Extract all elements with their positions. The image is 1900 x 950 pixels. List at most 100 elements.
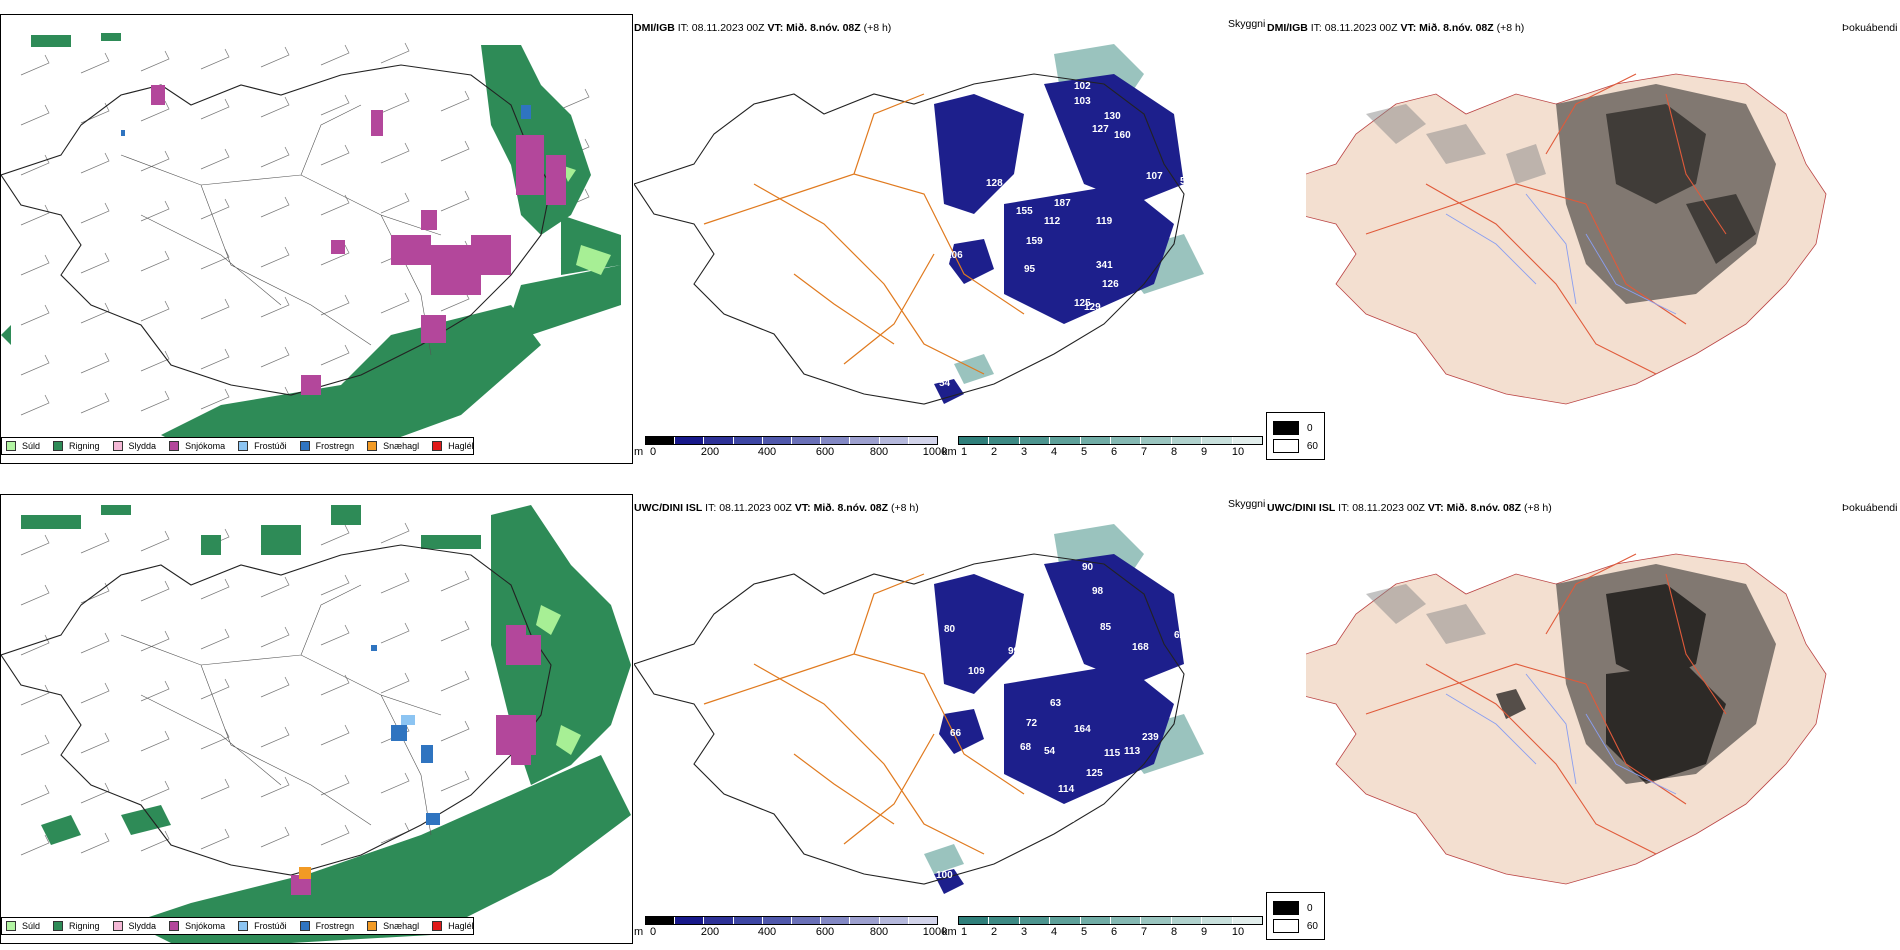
vis-label: 341 bbox=[1096, 260, 1113, 271]
vis-label: 53 bbox=[1064, 814, 1076, 825]
precip-legend-top: Súld Rigning Slydda Snjókoma Frostúði Fr… bbox=[1, 437, 474, 455]
vis-label: 107 bbox=[1146, 171, 1163, 182]
vis-label: 80 bbox=[944, 624, 956, 635]
vis-label: 126 bbox=[1102, 279, 1119, 290]
visibility-map-bottom[interactable]: 90 98 80 99 109 66 72 63 164 54 68 115 1… bbox=[634, 514, 1264, 914]
fog-title-top: Þokuábendi bbox=[1842, 22, 1898, 34]
fog-legend-top: 0 60 bbox=[1266, 412, 1325, 460]
precip-map-svg-bottom bbox=[1, 505, 631, 943]
legend-item-haglel: Haglél bbox=[432, 441, 474, 451]
precip-legend-bottom: Súld Rigning Slydda Snjókoma Frostúði Fr… bbox=[1, 917, 474, 935]
vis-label: 62 bbox=[1174, 630, 1186, 641]
vis-label: 157 bbox=[1044, 171, 1061, 182]
legend-item-sudld: Súld bbox=[6, 441, 40, 451]
visibility-title-bottom: Skyggni bbox=[1228, 498, 1266, 510]
legend-item-haglel: Haglél bbox=[432, 921, 474, 931]
vis-scale-m-ticks-top: 0 200 400 600 800 1000 bbox=[649, 446, 948, 458]
legend-item-frostudi: Frostúði bbox=[238, 441, 287, 451]
vis-scale-km-unit-bottom: km bbox=[942, 926, 957, 938]
legend-item-frostregn: Frostregn bbox=[299, 441, 354, 451]
vis-label: 50 bbox=[1184, 646, 1196, 657]
vis-scale-km-bar bbox=[958, 916, 1263, 925]
vis-coastline bbox=[634, 73, 1185, 405]
vis-label: 50 bbox=[1180, 148, 1192, 159]
vis-label: 100 bbox=[936, 870, 953, 881]
precip-map-top[interactable] bbox=[0, 14, 633, 464]
fog-map-top[interactable] bbox=[1306, 34, 1900, 424]
vis-scale-m-bar bbox=[645, 916, 938, 925]
vis-label: 155 bbox=[1016, 206, 1033, 217]
visibility-title-top: Skyggni bbox=[1228, 18, 1266, 30]
snow-areas bbox=[151, 85, 566, 395]
vis-label: 54 bbox=[939, 378, 951, 389]
vis-label: 125 bbox=[1086, 768, 1103, 779]
vis-label: 130 bbox=[1104, 111, 1121, 122]
vis-scale-m-bar bbox=[645, 436, 938, 445]
vis-label: 159 bbox=[1026, 236, 1043, 247]
fog-map-svg-bottom bbox=[1306, 553, 1827, 885]
visibility-map-top[interactable]: 102 103 130 127 160 134 176 128 157 187 … bbox=[634, 34, 1264, 434]
vis-scale-km-top bbox=[958, 436, 1263, 445]
fog-legend-bottom: 0 60 bbox=[1266, 892, 1325, 940]
legend-item-slydda: Slydda bbox=[112, 921, 156, 931]
visibility-header-top: DMI/IGB IT: 08.11.2023 00Z VT: Mið. 8.nó… bbox=[634, 22, 892, 34]
vis-label: 72 bbox=[1026, 718, 1038, 729]
vis-scale-km-bottom bbox=[958, 916, 1263, 925]
roads bbox=[120, 104, 442, 356]
vis-label: 95 bbox=[1024, 264, 1036, 275]
vis-label: 134 bbox=[1044, 134, 1061, 145]
visibility-map-svg-bottom: 90 98 80 99 109 66 72 63 164 54 68 115 1… bbox=[634, 524, 1206, 894]
fog-header-bottom: UWC/DINI ISL IT: 08.11.2023 00Z VT: Mið.… bbox=[1267, 502, 1552, 514]
precip-map-svg-top bbox=[1, 33, 621, 455]
fog-map-bottom[interactable] bbox=[1306, 514, 1900, 904]
vis-scale-m-ticks-bottom: 0 200 400 600 800 1000 bbox=[649, 926, 948, 938]
vis-label: 112 bbox=[1044, 216, 1061, 227]
vis-scale-km-ticks-bottom: 1 2 3 4 5 6 7 8 9 10 bbox=[960, 926, 1245, 938]
vis-label: 187 bbox=[1054, 198, 1071, 209]
vis-label: 168 bbox=[1132, 642, 1149, 653]
frost-rain bbox=[121, 105, 531, 136]
vis-scale-m-top bbox=[645, 436, 938, 445]
vis-label: 128 bbox=[986, 178, 1003, 189]
vis-label: 109 bbox=[968, 666, 985, 677]
legend-item-sudld: Súld bbox=[6, 921, 40, 931]
vis-label: 164 bbox=[1074, 724, 1091, 735]
legend-item-snjokoma: Snjókoma bbox=[169, 921, 225, 931]
visibility-header-bottom: UWC/DINI ISL IT: 08.11.2023 00Z VT: Mið.… bbox=[634, 502, 919, 514]
vis-label: 297 bbox=[1064, 328, 1081, 339]
precip-map-bottom[interactable] bbox=[0, 494, 633, 944]
fog-map-svg-top bbox=[1306, 73, 1827, 405]
vis-scale-m-unit-bottom: m bbox=[634, 926, 644, 938]
legend-item-rigning: Rigning bbox=[53, 921, 100, 931]
vis-label: 90 bbox=[1082, 562, 1094, 573]
legend-item-snjokoma: Snjókoma bbox=[169, 441, 225, 451]
vis-label: 68 bbox=[1020, 742, 1032, 753]
vis-label: 102 bbox=[1074, 81, 1091, 92]
vis-label: 160 bbox=[1114, 130, 1131, 141]
vis-label: 85 bbox=[1100, 622, 1112, 633]
vis-label: 113 bbox=[1124, 746, 1141, 757]
vis-label: 129 bbox=[1084, 302, 1101, 313]
vis-label: 50 bbox=[1180, 616, 1192, 627]
vis-scale-m-bottom bbox=[645, 916, 938, 925]
vis-label: 176 bbox=[1004, 192, 1021, 203]
vis-label: 66 bbox=[950, 728, 962, 739]
vis-label: 63 bbox=[1050, 698, 1062, 709]
rain-areas bbox=[1, 33, 621, 455]
vis-label: 63 bbox=[1194, 666, 1206, 677]
vis-label: 114 bbox=[1058, 784, 1075, 795]
vis-scale-km-unit-top: km bbox=[942, 446, 957, 458]
vis-scale-km-ticks-top: 1 2 3 4 5 6 7 8 9 10 bbox=[960, 446, 1245, 458]
visibility-map-svg-top: 102 103 130 127 160 134 176 128 157 187 … bbox=[634, 44, 1204, 405]
vis-roads bbox=[703, 93, 1025, 375]
fog-title-bottom: Þokuábendi bbox=[1842, 502, 1898, 514]
legend-item-snaehagl: Snæhagl bbox=[367, 921, 419, 931]
legend-item-slydda: Slydda bbox=[112, 441, 156, 451]
fog-header-top: DMI/IGB IT: 08.11.2023 00Z VT: Mið. 8.nó… bbox=[1267, 22, 1525, 34]
vis-label: 99 bbox=[1008, 646, 1020, 657]
legend-item-snaehagl: Snæhagl bbox=[367, 441, 419, 451]
vis-label: 106 bbox=[946, 250, 963, 261]
legend-item-frostregn: Frostregn bbox=[299, 921, 354, 931]
vis-label: 54 bbox=[1044, 746, 1056, 757]
vis-label: 103 bbox=[1074, 96, 1091, 107]
